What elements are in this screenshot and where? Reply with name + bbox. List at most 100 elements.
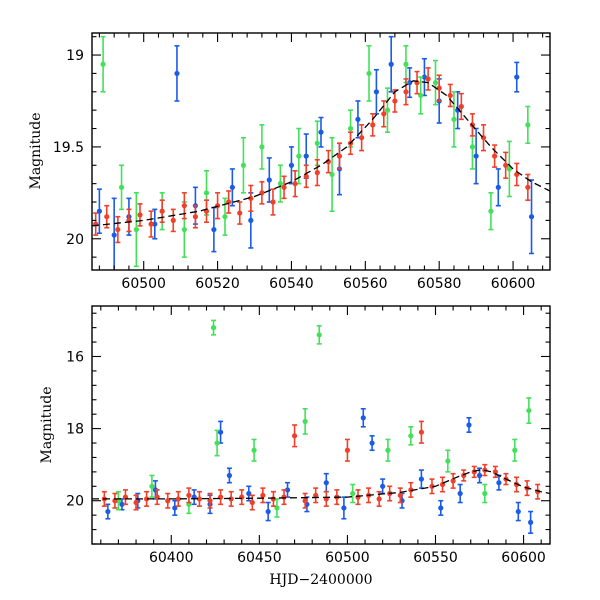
top-data-point-red bbox=[359, 135, 365, 141]
top-data-point-blue bbox=[248, 217, 254, 223]
top-data-point-blue bbox=[318, 129, 324, 135]
top-data-point-red bbox=[425, 76, 431, 82]
top-data-point-red bbox=[381, 111, 387, 117]
top-data-point-red bbox=[248, 195, 254, 201]
bottom-data-point-red bbox=[291, 433, 298, 439]
bottom-data-point-blue bbox=[265, 508, 271, 515]
bottom-data-point-blue bbox=[360, 415, 366, 421]
bottom-y-tick-label: 20 bbox=[66, 494, 84, 510]
top-data-point-green bbox=[451, 116, 457, 122]
bottom-data-point-blue bbox=[226, 472, 232, 479]
bottom-x-tick-label: 60550 bbox=[413, 550, 458, 566]
top-data-point-red bbox=[491, 153, 498, 159]
top-y-axis-label: Magnitude bbox=[28, 112, 44, 189]
bottom-series-blue bbox=[105, 407, 534, 534]
bottom-data-point-blue bbox=[496, 480, 502, 486]
top-data-point-red bbox=[170, 217, 176, 223]
top-model-curve bbox=[92, 80, 550, 227]
top-data-point-blue bbox=[229, 184, 235, 190]
top-y-tick-label: 19.5 bbox=[53, 140, 84, 156]
bottom-data-point-red bbox=[408, 487, 414, 493]
bottom-data-point-blue bbox=[284, 487, 291, 493]
bottom-data-point-red bbox=[281, 494, 287, 500]
top-y-tick-label: 19 bbox=[66, 48, 84, 64]
top-series-red bbox=[93, 67, 531, 244]
top-data-point-green bbox=[469, 144, 476, 150]
bottom-model-curve bbox=[92, 469, 550, 500]
bottom-plot-area bbox=[92, 319, 550, 534]
bottom-data-point-green bbox=[316, 332, 322, 338]
bottom-axes: 60400 60450 60500 60550 60600 16 18 20 bbox=[66, 306, 550, 566]
top-y-tick-label: 20 bbox=[66, 232, 84, 248]
bottom-data-point-red bbox=[355, 494, 361, 500]
top-frame bbox=[91, 32, 551, 271]
top-panel: 60500 60520 60540 60560 60580 60600 19 19.5 20 M… bbox=[28, 32, 551, 292]
top-data-point-red bbox=[525, 184, 531, 190]
bottom-data-point-blue bbox=[457, 490, 463, 497]
bottom-data-point-green bbox=[526, 407, 532, 414]
bottom-data-point-red bbox=[376, 496, 382, 502]
top-plot-area bbox=[92, 35, 550, 270]
bottom-data-point-blue bbox=[341, 505, 347, 511]
top-data-point-green bbox=[384, 107, 391, 113]
top-data-point-blue bbox=[174, 70, 180, 77]
bottom-frame bbox=[91, 305, 551, 545]
top-data-point-red bbox=[115, 226, 121, 233]
bottom-data-point-red bbox=[344, 447, 351, 453]
bottom-data-point-green bbox=[149, 483, 155, 489]
top-data-point-green bbox=[296, 153, 302, 159]
bottom-data-point-blue bbox=[528, 519, 534, 525]
bottom-data-point-red bbox=[270, 496, 277, 502]
bottom-data-point-green bbox=[512, 447, 518, 453]
bottom-data-point-red bbox=[471, 469, 477, 475]
top-data-point-red bbox=[270, 199, 276, 205]
top-data-point-green bbox=[432, 80, 439, 86]
bottom-data-point-green bbox=[482, 490, 488, 497]
bottom-data-point-green bbox=[385, 447, 391, 453]
top-data-point-green bbox=[488, 208, 494, 214]
top-data-point-green bbox=[240, 162, 247, 168]
top-data-point-red bbox=[148, 221, 154, 227]
top-data-point-red bbox=[281, 184, 287, 190]
top-data-point-blue bbox=[373, 89, 380, 95]
top-data-point-blue bbox=[152, 221, 158, 227]
bottom-data-point-blue bbox=[418, 476, 425, 482]
top-series-green bbox=[100, 35, 531, 268]
x-axis-label: HJD−2400000 bbox=[269, 572, 372, 588]
top-data-point-green bbox=[259, 144, 265, 150]
bottom-data-point-red bbox=[450, 478, 456, 484]
bottom-data-point-red bbox=[144, 496, 150, 502]
bottom-data-point-red bbox=[133, 499, 139, 506]
bottom-data-point-blue bbox=[323, 480, 329, 486]
top-data-point-blue bbox=[388, 61, 394, 67]
top-data-point-blue bbox=[473, 153, 479, 159]
top-data-point-red bbox=[370, 122, 376, 128]
bottom-data-point-blue bbox=[438, 505, 444, 511]
top-data-point-blue bbox=[514, 74, 520, 80]
bottom-data-point-red bbox=[260, 492, 266, 498]
top-data-point-red bbox=[447, 92, 453, 99]
top-data-point-blue bbox=[288, 162, 295, 168]
top-data-point-red bbox=[503, 162, 509, 168]
bottom-x-tick-label: 60600 bbox=[501, 550, 546, 566]
top-data-point-red bbox=[403, 89, 409, 95]
bottom-data-point-red bbox=[228, 496, 234, 502]
top-data-point-green bbox=[222, 214, 228, 220]
bottom-data-point-green bbox=[302, 418, 308, 424]
bottom-data-point-red bbox=[418, 429, 425, 435]
top-data-point-blue bbox=[266, 177, 272, 183]
top-data-point-red bbox=[392, 98, 398, 104]
top-data-point-blue bbox=[303, 153, 309, 159]
top-data-point-green bbox=[506, 166, 512, 172]
bottom-data-point-red bbox=[196, 496, 203, 502]
bottom-y-tick-label: 18 bbox=[66, 422, 84, 438]
top-data-point-green bbox=[118, 184, 125, 190]
top-data-point-green bbox=[100, 61, 106, 67]
bottom-data-point-green bbox=[214, 440, 220, 446]
bottom-data-point-green bbox=[408, 433, 414, 439]
top-x-tick-label: 60540 bbox=[269, 276, 314, 292]
top-data-point-red bbox=[458, 103, 464, 110]
top-data-point-green bbox=[181, 226, 187, 233]
top-data-point-green bbox=[403, 61, 409, 67]
